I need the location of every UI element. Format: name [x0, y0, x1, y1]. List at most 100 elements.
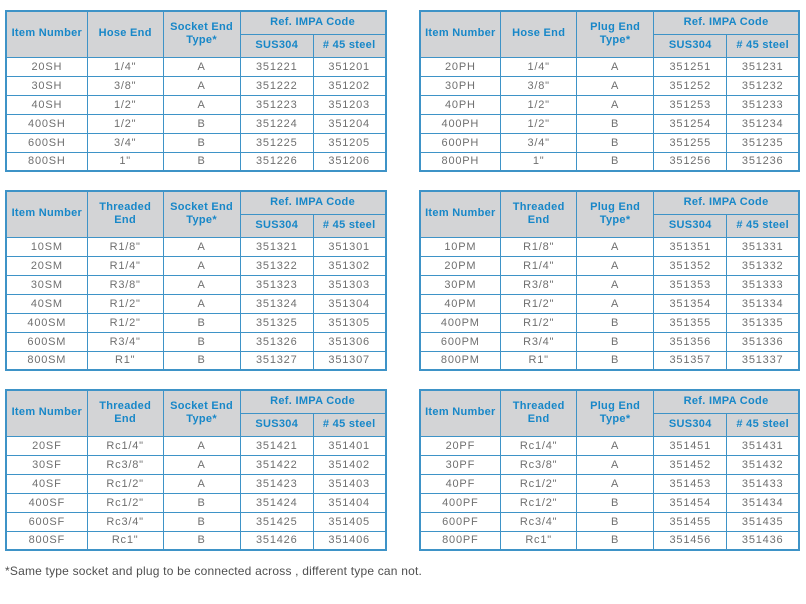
col-header-socket-end-type: Socket End Type* [162, 190, 241, 238]
table-cell: 800SH [5, 151, 88, 172]
table-row: 20SH 1/4" A 351221 351201 [5, 56, 387, 77]
col-header-item-number: Item Number [5, 389, 88, 437]
table-cell: 3/4" [86, 132, 164, 153]
table-row: 800PH 1" B 351256 351236 [418, 151, 800, 172]
table-cell: 351327 [239, 350, 314, 371]
table-cell: Rc1/2" [86, 492, 164, 513]
table-row: 10PM R1/8" A 351351 351331 [418, 236, 800, 257]
col-header-45-steel: # 45 steel [312, 412, 387, 437]
col-header-sus304: SUS304 [239, 33, 314, 58]
table-cell: 351436 [726, 530, 800, 551]
table-cell: 400SF [5, 492, 88, 513]
table-cell: B [576, 350, 655, 371]
table-cell: 20PH [418, 56, 502, 77]
table-cell: 1/4" [500, 56, 578, 77]
table-cell: 351205 [312, 132, 387, 153]
table-cell: 40SH [5, 94, 88, 115]
table-cell: 351223 [239, 94, 314, 115]
table-cell: B [162, 132, 241, 153]
table-cell: 20SM [5, 255, 88, 276]
table-cell: B [162, 113, 241, 134]
table-cell: 20SF [5, 435, 88, 456]
table-row: 800PM R1" B 351357 351337 [418, 350, 800, 371]
table-cell: 351456 [653, 530, 728, 551]
table-cell: 400PH [418, 113, 502, 134]
table-cell: 351336 [726, 331, 800, 352]
table-row: 40SM R1/2" A 351324 351304 [5, 293, 387, 314]
table-cell: 1/2" [86, 94, 164, 115]
table-cell: 40SM [5, 293, 88, 314]
table-cell: A [576, 56, 655, 77]
table-cell: 351221 [239, 56, 314, 77]
table-cell: 20SH [5, 56, 88, 77]
table-cell: 30SF [5, 454, 88, 475]
table-cell: 351202 [312, 75, 387, 96]
table-cell: 351332 [726, 255, 800, 276]
table-row: 30SF Rc3/8" A 351422 351402 [5, 454, 387, 475]
table-row: 400SH 1/2" B 351224 351204 [5, 113, 387, 134]
table-cell: R1/8" [86, 236, 164, 257]
col-header-sus304: SUS304 [653, 33, 728, 58]
table-cell: 351323 [239, 274, 314, 295]
table-cell: 1" [500, 151, 578, 172]
table-cell: 351322 [239, 255, 314, 276]
table-row: 30SM R3/8" A 351323 351303 [5, 274, 387, 295]
table-cell: 600SM [5, 331, 88, 352]
table-cell: B [162, 331, 241, 352]
table-cell: R3/8" [86, 274, 164, 295]
table-cell: B [162, 350, 241, 371]
table-header: Item Number Hose End Socket End Type* Re… [5, 10, 387, 58]
table-cell: 351226 [239, 151, 314, 172]
table-cell: B [576, 331, 655, 352]
table-cell: 1/2" [500, 113, 578, 134]
table-body: 10SM R1/8" A 351321 351301 20SM R1/4" A 351322 35… [5, 236, 387, 371]
col-header-45-steel: # 45 steel [726, 33, 800, 58]
table-cell: 600PM [418, 331, 502, 352]
table-plug-hose-end: Item Number Hose End Plug End Type* Ref.… [418, 10, 800, 172]
table-cell: R1" [86, 350, 164, 371]
table-cell: R1/2" [86, 293, 164, 314]
table-cell: 351356 [653, 331, 728, 352]
table-cell: 10SM [5, 236, 88, 257]
table-cell: 351301 [312, 236, 387, 257]
table-cell: 351431 [726, 435, 800, 456]
col-header-plug-end-type: Plug End Type* [576, 389, 655, 437]
col-header-sus304: SUS304 [653, 213, 728, 238]
table-row: 30PF Rc3/8" A 351452 351432 [418, 454, 800, 475]
table-cell: 400PM [418, 312, 502, 333]
table-cell: 351302 [312, 255, 387, 276]
table-cell: A [576, 454, 655, 475]
col-header-plug-end-type: Plug End Type* [576, 10, 655, 58]
table-cell: 351303 [312, 274, 387, 295]
table-cell: 800PF [418, 530, 502, 551]
table-body: 20SH 1/4" A 351221 351201 30SH 3/8" A 351222 3512… [5, 56, 387, 172]
table-body: 20PF Rc1/4" A 351451 351431 30PF Rc3/8" A 351452… [418, 435, 800, 551]
table-cell: 400PF [418, 492, 502, 513]
table-cell: 40PM [418, 293, 502, 314]
table-cell: 351402 [312, 454, 387, 475]
table-cell: R1/4" [500, 255, 578, 276]
table-cell: R1/2" [500, 293, 578, 314]
table-cell: 351203 [312, 94, 387, 115]
table-header: Item Number Threaded End Plug End Type* … [418, 190, 800, 238]
table-cell: 351455 [653, 511, 728, 532]
table-row: 600PF Rc3/4" B 351455 351435 [418, 511, 800, 532]
table-cell: B [576, 132, 655, 153]
table-row: 40PF Rc1/2" A 351453 351433 [418, 473, 800, 494]
table-cell: A [162, 293, 241, 314]
table-cell: A [162, 435, 241, 456]
col-header-impa-code-group: Ref. IMPA Code [653, 190, 800, 215]
table-cell: 30PM [418, 274, 502, 295]
table-cell: 30SH [5, 75, 88, 96]
table-cell: B [576, 511, 655, 532]
table-cell: 351334 [726, 293, 800, 314]
table-plug-male-threaded-end: Item Number Threaded End Plug End Type* … [418, 190, 800, 371]
table-row: 400PH 1/2" B 351254 351234 [418, 113, 800, 134]
table-cell: 351451 [653, 435, 728, 456]
table-cell: Rc1/2" [500, 492, 578, 513]
table-cell: A [576, 255, 655, 276]
table-cell: 351353 [653, 274, 728, 295]
table-row: 40SF Rc1/2" A 351423 351403 [5, 473, 387, 494]
table-socket-hose-end: Item Number Hose End Socket End Type* Re… [5, 10, 387, 172]
